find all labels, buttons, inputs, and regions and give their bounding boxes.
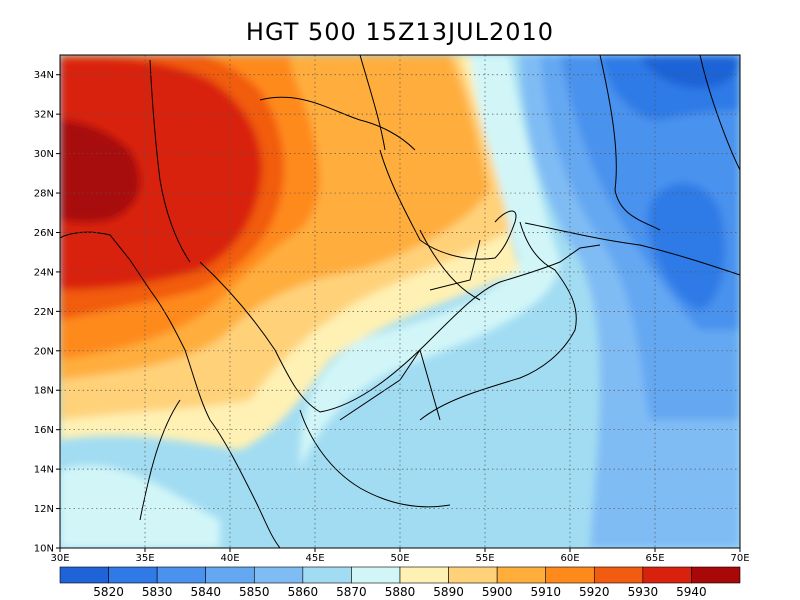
colorbar-swatch [253, 566, 304, 584]
contour-5880a [60, 465, 220, 548]
y-tick-label: 10N [34, 544, 54, 555]
colorbar: 5820 5830 5840 5850 5860 5870 5880 5890 5900 5910… [59, 566, 741, 599]
x-tick-label: 50E [390, 553, 409, 564]
y-tick-label: 20N [34, 346, 54, 357]
contour-5880b [300, 55, 560, 470]
y-tick-label: 14N [34, 465, 54, 476]
colorbar-swatch [302, 566, 352, 584]
x-tick-label: 30E [50, 553, 69, 564]
contour-5950 [60, 120, 141, 223]
y-tick-label: 30N [34, 149, 54, 160]
y-tick-label: 22N [34, 307, 54, 318]
x-tick-label: 55E [475, 553, 494, 564]
colorbar-label: 5930 [628, 585, 659, 599]
y-tick-label: 26N [34, 228, 54, 239]
y-axis-ticks: 10N 12N 14N 16N 18N 20N 22N 24N 26N 28N 30N 32N 34N [34, 70, 60, 555]
colorbar-swatch [156, 566, 207, 584]
y-tick-label: 12N [34, 504, 54, 515]
map-title: HGT 500 15Z13JUL2010 [245, 18, 555, 46]
colorbar-label: 5880 [385, 585, 416, 599]
colorbar-label: 5920 [579, 585, 610, 599]
colorbar-label: 5870 [336, 585, 367, 599]
x-tick-label: 65E [645, 553, 664, 564]
y-tick-label: 28N [34, 189, 54, 200]
colorbar-label: 5900 [482, 585, 513, 599]
colorbar-label: 5850 [239, 585, 270, 599]
colorbar-swatch [351, 566, 401, 584]
colorbar-swatch [691, 566, 741, 584]
y-tick-label: 32N [34, 110, 54, 121]
contour-5830b [648, 183, 725, 310]
colorbar-swatch [593, 566, 644, 584]
colorbar-swatch [642, 566, 692, 584]
contour-5820 [640, 55, 740, 89]
colorbar-swatch [448, 566, 498, 584]
colorbar-label: 5860 [288, 585, 319, 599]
colorbar-label: 5910 [530, 585, 561, 599]
coastlines [60, 55, 740, 548]
contour-5940 [60, 58, 262, 290]
colorbar-label: 5820 [93, 585, 124, 599]
x-tick-label: 35E [135, 553, 154, 564]
colorbar-label: 5940 [676, 585, 707, 599]
colorbar-swatch [205, 566, 255, 584]
grid-lines [60, 55, 740, 548]
colorbar-swatch [545, 566, 595, 584]
colorbar-swatch [108, 566, 158, 584]
x-tick-label: 40E [220, 553, 239, 564]
y-tick-label: 24N [34, 267, 54, 278]
colorbar-swatch [399, 566, 449, 584]
y-tick-label: 16N [34, 425, 54, 436]
x-tick-label: 70E [730, 553, 749, 564]
y-tick-label: 34N [34, 70, 54, 81]
colorbar-label: 5840 [190, 585, 221, 599]
x-axis-ticks: 30E 35E 40E 45E 50E 55E 60E 65E 70E [50, 548, 750, 564]
colorbar-label: 5830 [142, 585, 173, 599]
x-tick-label: 60E [560, 553, 579, 564]
height-field [60, 55, 740, 548]
y-tick-label: 18N [34, 386, 54, 397]
colorbar-swatch [496, 566, 547, 584]
x-tick-label: 45E [305, 553, 324, 564]
colorbar-label: 5890 [433, 585, 464, 599]
colorbar-swatch [59, 566, 109, 584]
